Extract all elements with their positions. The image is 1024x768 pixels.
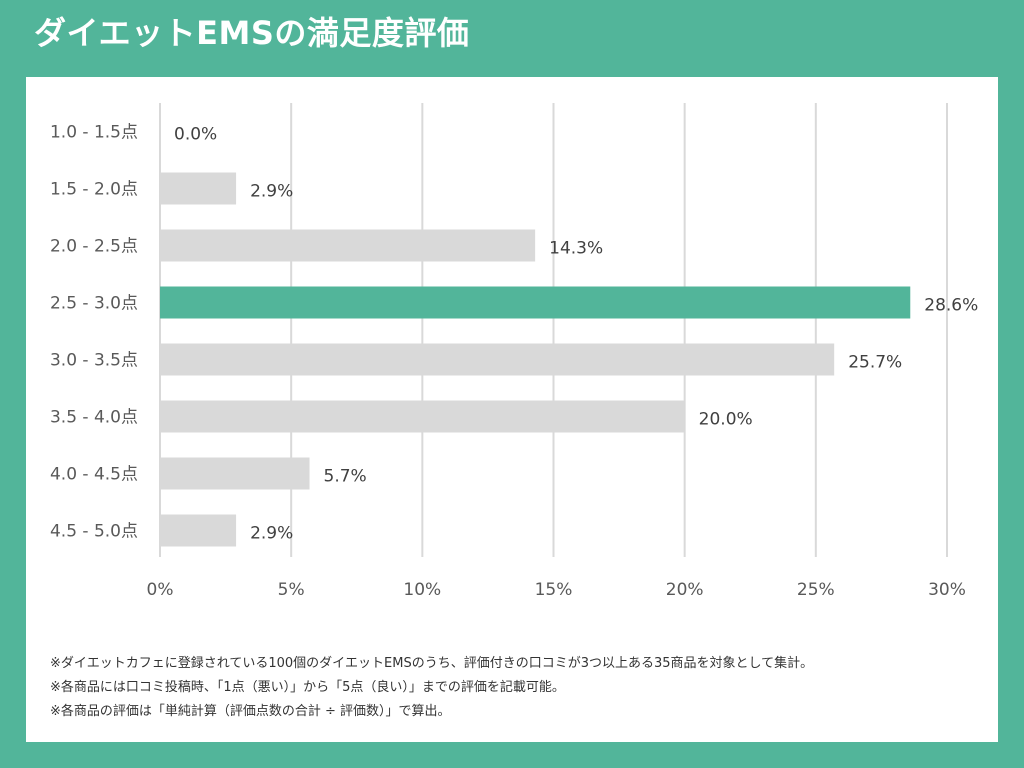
value-label: 2.9% xyxy=(250,524,293,544)
bar xyxy=(160,400,685,433)
category-label: 1.5 - 2.0点 xyxy=(50,180,138,200)
footnote-1: ※ダイエットカフェに登録されている100個のダイエットEMSのうち、評価付きの口… xyxy=(50,656,814,671)
x-tick-label: 30% xyxy=(928,580,966,600)
bar xyxy=(160,229,536,262)
chart-card: 1.0 - 1.5点 1.5 - 2.0点 2.0 - 2.5点 2.5 - 3.0点… xyxy=(26,77,998,742)
category-label: 2.0 - 2.5点 xyxy=(50,237,138,257)
category-labels: 1.0 - 1.5点 1.5 - 2.0点 2.0 - 2.5点 2.5 - 3.0点… xyxy=(50,123,138,542)
grid-lines xyxy=(159,103,948,557)
category-label: 1.0 - 1.5点 xyxy=(50,123,138,143)
value-label: 20.0% xyxy=(699,410,753,430)
value-label: 0.0% xyxy=(174,125,217,145)
x-tick-label: 10% xyxy=(403,580,441,600)
value-label: 2.9% xyxy=(250,182,293,202)
bar xyxy=(160,343,835,376)
category-label: 3.5 - 4.0点 xyxy=(50,408,138,428)
value-label: 5.7% xyxy=(324,467,367,487)
x-tick-label: 25% xyxy=(797,580,835,600)
x-tick-label: 20% xyxy=(666,580,704,600)
footnote-2: ※各商品には口コミ投稿時、「1点（悪い）」から「5点（良い）」までの評価を記載可… xyxy=(50,680,565,695)
category-label: 3.0 - 3.5点 xyxy=(50,351,138,371)
value-label: 14.3% xyxy=(549,239,603,259)
bar xyxy=(160,457,310,490)
value-label: 25.7% xyxy=(848,353,902,373)
category-label: 2.5 - 3.0点 xyxy=(50,294,138,314)
x-tick-label: 15% xyxy=(535,580,573,600)
page-title: ダイエットEMSの満足度評価 xyxy=(34,14,470,52)
category-label: 4.0 - 4.5点 xyxy=(50,465,138,485)
bars xyxy=(160,172,911,547)
value-label: 28.6% xyxy=(924,296,978,316)
satisfaction-bar-chart: 1.0 - 1.5点 1.5 - 2.0点 2.0 - 2.5点 2.5 - 3.0点… xyxy=(50,103,978,600)
footnotes: ※ダイエットカフェに登録されている100個のダイエットEMSのうち、評価付きの口… xyxy=(50,652,980,724)
footnote-3: ※各商品の評価は「単純計算（評価点数の合計 ÷ 評価数）」で算出。 xyxy=(50,704,451,719)
bar xyxy=(160,514,237,547)
bar xyxy=(160,172,237,205)
x-tick-label: 0% xyxy=(147,580,174,600)
value-labels: 0.0% 2.9% 14.3% 28.6% 25.7% 20.0% 5.7% 2.9% xyxy=(174,125,978,544)
x-tick-label: 5% xyxy=(278,580,305,600)
bar-highlighted xyxy=(160,286,911,319)
category-label: 4.5 - 5.0点 xyxy=(50,522,138,542)
x-axis-tick-labels: 0% 5% 10% 15% 20% 25% 30% xyxy=(147,580,966,600)
